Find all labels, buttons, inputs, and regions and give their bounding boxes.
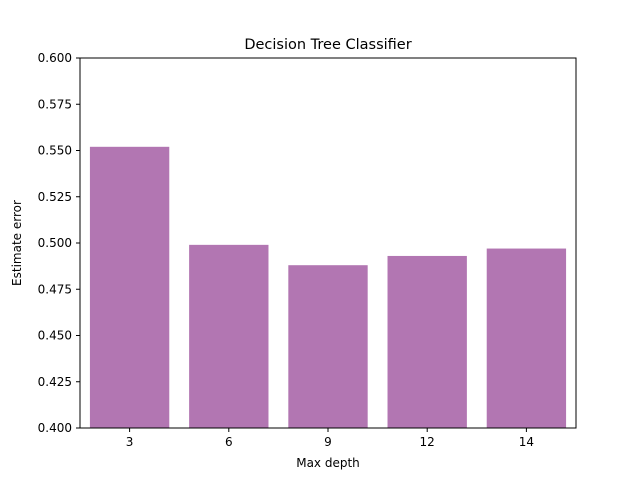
bar-14 [486, 248, 567, 428]
x-tick-label-12: 12 [420, 435, 435, 449]
bar-3 [89, 146, 170, 429]
bar-9 [288, 265, 368, 428]
x-tick-label-14: 14 [519, 435, 534, 449]
bar-6 [189, 244, 269, 428]
x-axis-ticks: 3 6 9 12 14 [126, 428, 534, 449]
y-tick-label-2: 0.450 [38, 329, 72, 343]
y-tick-label-6: 0.550 [38, 144, 72, 158]
chart-title: Decision Tree Classifier [244, 37, 411, 53]
y-tick-label-4: 0.500 [38, 236, 72, 250]
y-axis-ticks: 0.400 0.425 0.450 0.475 0.500 0.525 0.550 0.575… [38, 51, 80, 435]
y-tick-label-3: 0.475 [38, 282, 72, 296]
y-tick-label-7: 0.575 [38, 97, 72, 111]
plot-frame [79, 57, 577, 429]
x-tick-label-6: 6 [225, 435, 233, 449]
x-tick-label-9: 9 [324, 435, 332, 449]
y-axis-label: Estimate error [10, 200, 24, 286]
x-tick-label-3: 3 [126, 435, 134, 449]
bar-12 [387, 255, 467, 428]
y-tick-label-5: 0.525 [38, 190, 72, 204]
y-tick-label-1: 0.425 [38, 375, 72, 389]
y-tick-label-8: 0.600 [38, 51, 72, 65]
bars-group [89, 146, 567, 429]
x-axis-label: Max depth [296, 456, 360, 470]
y-tick-label-0: 0.400 [38, 421, 72, 435]
